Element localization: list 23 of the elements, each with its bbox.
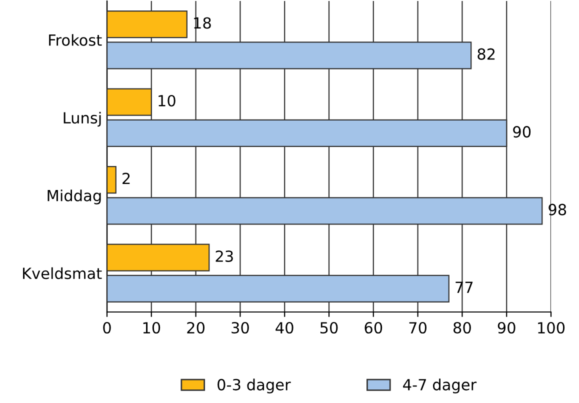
y-tick-label: Lunsj <box>64 112 101 127</box>
x-tick-label: 0 <box>103 322 111 334</box>
x-tick-label: 20 <box>187 322 205 334</box>
data-label: 82 <box>478 48 495 60</box>
x-tick-label: 40 <box>276 322 294 334</box>
x-tick-label: 60 <box>364 322 382 334</box>
x-tick-label: 10 <box>143 322 160 334</box>
data-label: 10 <box>158 94 176 107</box>
data-label: 90 <box>513 126 531 138</box>
data-label: 2 <box>122 172 130 184</box>
legend-label: 4-7 dager <box>403 378 477 394</box>
x-tick-label: 30 <box>232 322 249 334</box>
bar <box>107 166 116 194</box>
x-tick-label: 50 <box>320 322 338 334</box>
y-tick-label: Frokost <box>49 34 102 46</box>
y-tick-label: Kveldsmat <box>23 267 102 280</box>
legend-label: 0-3 dager <box>218 378 291 394</box>
data-label: 23 <box>216 250 233 262</box>
x-tick-label: 100 <box>538 322 565 334</box>
x-tick-label: 80 <box>454 322 471 334</box>
x-tick-label: 70 <box>409 322 427 334</box>
y-tick-label: Middag <box>48 190 101 204</box>
x-tick-label: 90 <box>498 322 516 334</box>
